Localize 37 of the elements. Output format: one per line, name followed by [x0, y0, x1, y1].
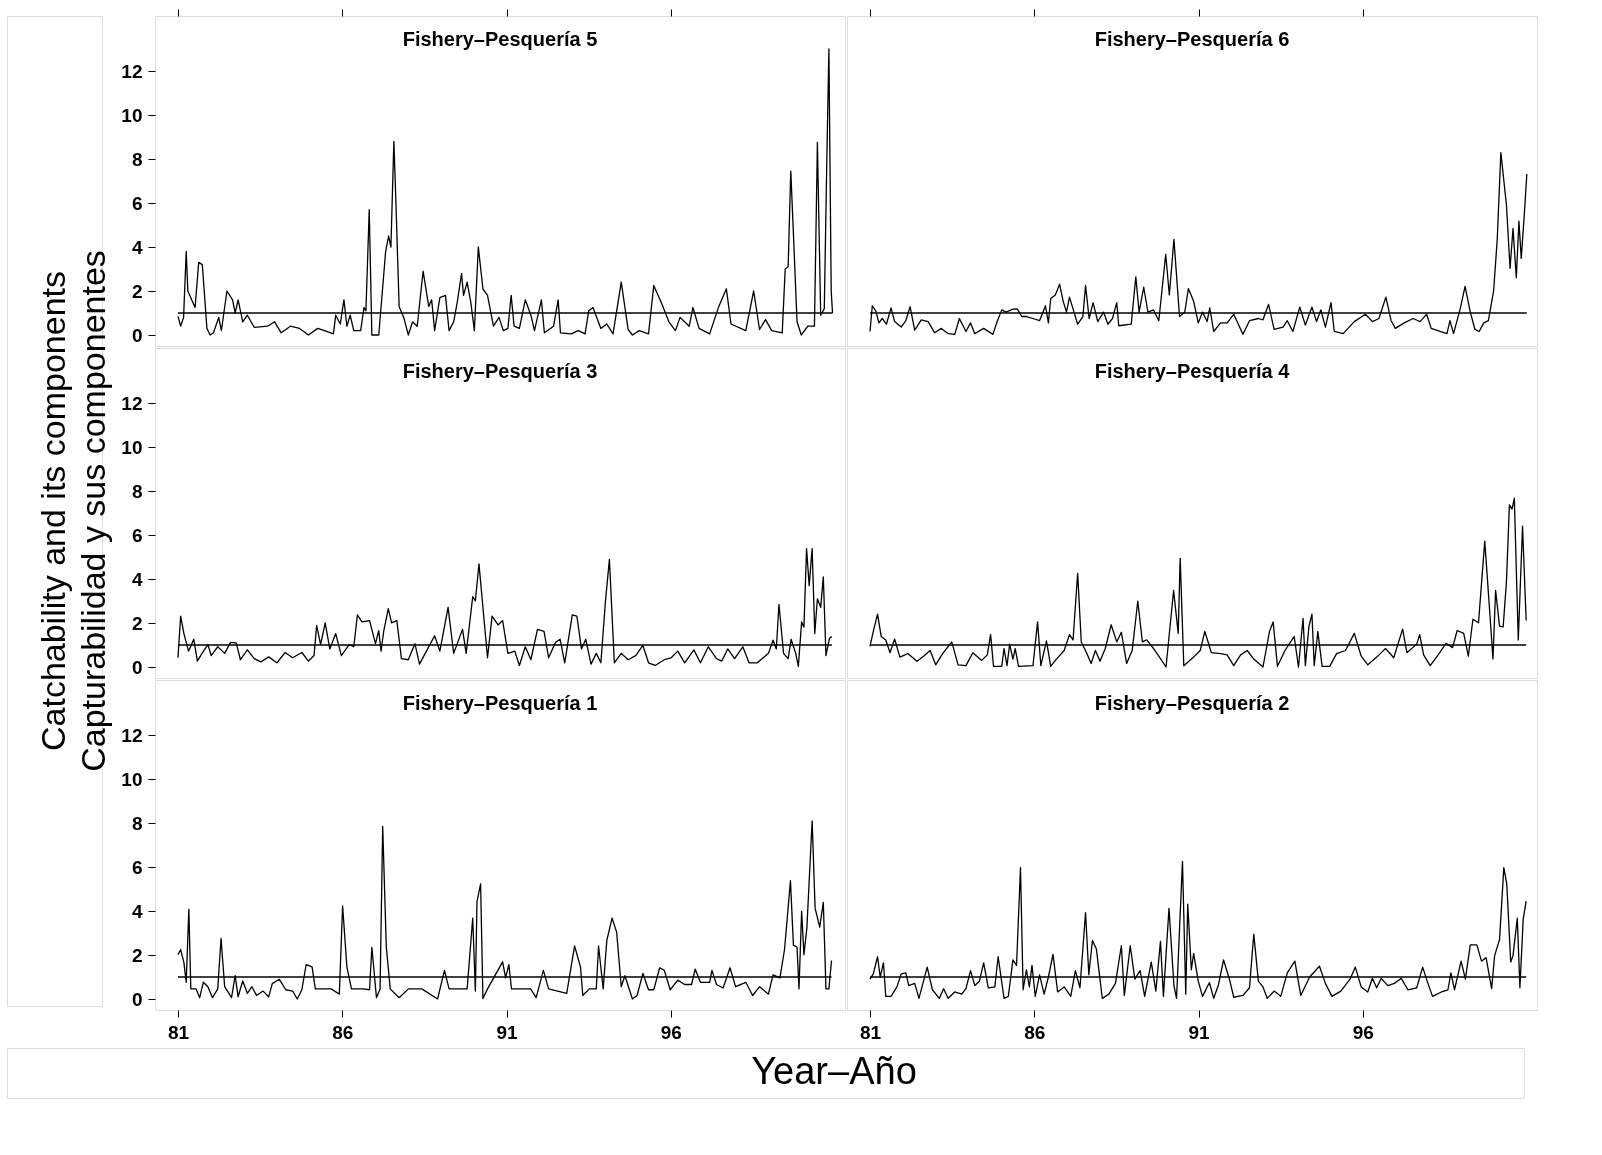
y-tick-label: 2 — [131, 612, 143, 634]
text: Fishery–Pesquería 1 — [402, 692, 598, 714]
text: Fishery–Pesquería 3 — [402, 360, 598, 382]
y-tick-label: 10 — [121, 436, 143, 458]
y-tick-label: 10 — [121, 104, 143, 126]
text: Fishery–Pesquería 5 — [402, 28, 598, 50]
y-tick-label: 8 — [131, 480, 143, 502]
x-tick-label: 96 — [660, 1021, 682, 1043]
text: Fishery–Pesquería 2 — [1094, 692, 1290, 714]
x-tick-label: 91 — [496, 1021, 519, 1043]
x-tick-label: 81 — [859, 1021, 882, 1043]
text: Fishery–Pesquería 4 — [1094, 360, 1291, 382]
x-tick-label: 86 — [1024, 1021, 1046, 1043]
y-tick-label: 6 — [131, 192, 143, 214]
y-tick-label: 4 — [131, 900, 143, 922]
y-tick-label: 2 — [131, 280, 143, 302]
y-tick-label: 4 — [131, 236, 143, 258]
y-tick-label: 6 — [131, 524, 143, 546]
y-tick-label: 8 — [131, 148, 143, 170]
y-tick-label: 0 — [131, 988, 143, 1010]
x-tick-label: 91 — [1188, 1021, 1211, 1043]
x-tick-label: 81 — [167, 1021, 190, 1043]
y-tick-label: 2 — [131, 944, 143, 966]
y-tick-label: 12 — [121, 60, 143, 82]
text: Fishery–Pesquería 6 — [1094, 28, 1290, 50]
y-tick-label: 12 — [121, 392, 143, 414]
x-tick-label: 86 — [332, 1021, 354, 1043]
y-tick-label: 6 — [131, 856, 143, 878]
y-tick-label: 0 — [131, 656, 143, 678]
y-tick-label: 4 — [131, 568, 143, 590]
y-axis-title: Catchability and its components Capturabilidad y sus componentes — [33, 250, 112, 772]
x-axis-title: Year–Año — [751, 1050, 917, 1092]
y-tick-label: 8 — [131, 812, 143, 834]
y-tick-label: 12 — [121, 724, 143, 746]
x-tick-label: 96 — [1352, 1021, 1374, 1043]
y-tick-label: 10 — [121, 768, 143, 790]
y-tick-label: 0 — [131, 324, 143, 346]
